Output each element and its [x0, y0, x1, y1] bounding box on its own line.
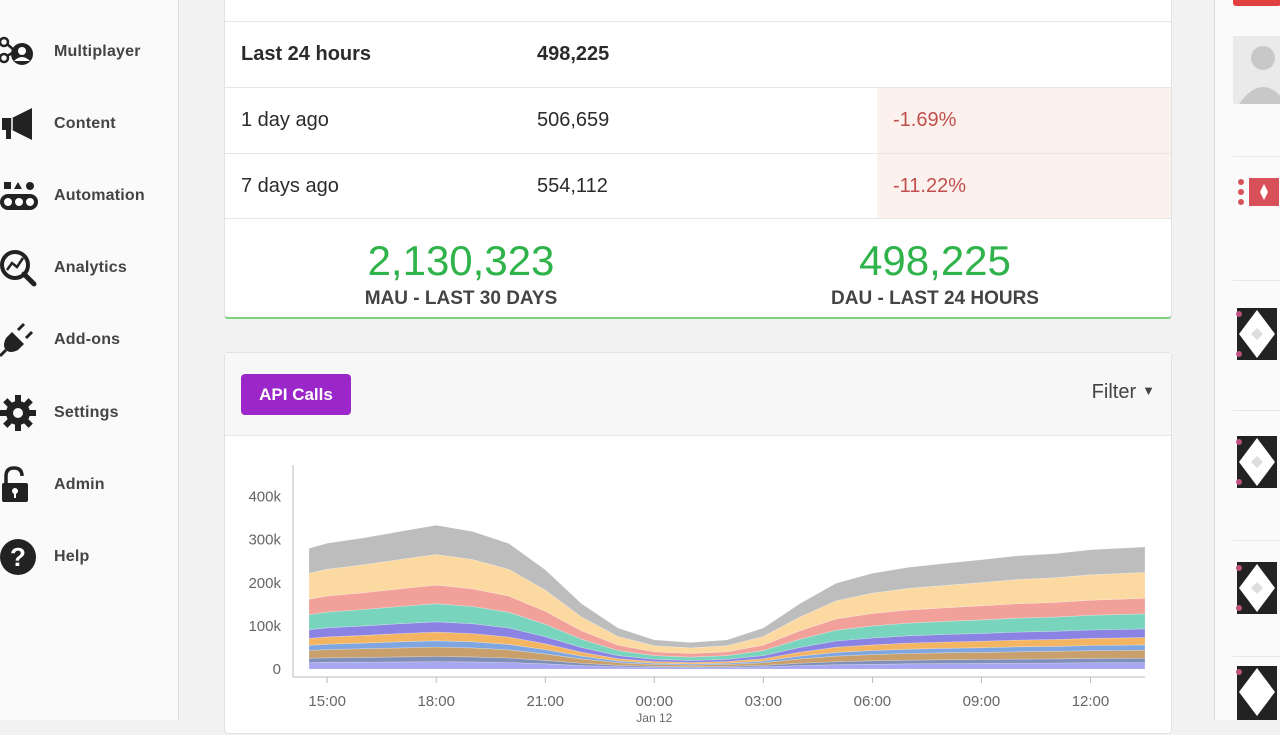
sidebar-item-help[interactable]: ? Help [0, 529, 178, 585]
sidebar-item-admin[interactable]: Admin [0, 457, 178, 513]
row-label: 1 day ago [241, 109, 329, 131]
y-tick-label: 300k [248, 532, 281, 549]
table-row: 7 days ago 554,112 -11.22% [225, 153, 1171, 219]
sidebar-item-label: Analytics [54, 259, 127, 276]
megaphone-icon [0, 102, 40, 146]
sidebar-item-label: Multiplayer [54, 43, 141, 60]
caret-down-icon: ▼ [1142, 383, 1155, 398]
x-tick-label: 03:00 [745, 693, 783, 710]
avatar[interactable] [1233, 24, 1280, 157]
row-delta: -11.22% [893, 175, 967, 197]
automation-icon [0, 174, 40, 218]
y-tick-label: 200k [248, 575, 281, 592]
sidebar-item-multiplayer[interactable]: Multiplayer [0, 24, 178, 80]
row-label: Last 24 hours [241, 43, 372, 65]
lock-icon [0, 463, 40, 507]
sidebar-item-analytics[interactable]: Analytics [0, 240, 178, 296]
row-value: 554,112 [537, 175, 608, 197]
row-delta: -1.69% [893, 109, 957, 131]
sidebar-item-label: Help [54, 548, 90, 565]
x-tick-label: 00:00 [636, 693, 674, 710]
row-delta-cell: -1.69% [877, 88, 1171, 153]
game-thumbnail[interactable] [1233, 660, 1280, 720]
x-tick-label: 06:00 [854, 693, 892, 710]
row-label: 7 days ago [241, 175, 339, 197]
sidebar-item-label: Automation [54, 187, 145, 204]
sidebar-item-content[interactable]: Content [0, 96, 178, 152]
game-thumbnail[interactable] [1233, 300, 1280, 411]
row-value: 506,659 [537, 109, 610, 131]
dau-caption: DAU - LAST 24 HOURS [831, 288, 1039, 309]
x-tick-label: 21:00 [526, 693, 564, 710]
mau-caption: MAU - LAST 30 DAYS [364, 288, 558, 309]
api-calls-chart: 0 100k 200k 300k 400k 15:00 18:00 21:00 00:00 03:… [248, 465, 1146, 725]
sidebar-item-label: Settings [54, 404, 119, 421]
multiplayer-icon [0, 30, 40, 74]
svg-text:?: ? [10, 542, 26, 572]
game-thumbnail[interactable] [1233, 170, 1280, 281]
chart-series-area-10 [308, 524, 1146, 649]
main-content: Last 24 hours 498,225 1 day ago 506,659 … [178, 0, 1214, 734]
table-row: 1 day ago 506,659 -1.69% [225, 87, 1171, 153]
right-panel [1214, 0, 1280, 720]
active-users-card: Last 24 hours 498,225 1 day ago 506,659 … [224, 0, 1172, 319]
sidebar: Multiplayer Content Automation Analytics… [0, 0, 179, 720]
help-icon: ? [0, 535, 40, 579]
y-tick-label: 400k [248, 489, 281, 506]
card-header: API Calls Filter ▼ [225, 353, 1171, 436]
sidebar-item-label: Add-ons [54, 331, 121, 348]
filter-label: Filter [1091, 381, 1137, 403]
api-calls-badge: API Calls [241, 374, 351, 415]
x-tick-label: 18:00 [417, 693, 455, 710]
x-tick-label: 12:00 [1072, 693, 1110, 710]
sidebar-item-settings[interactable]: Settings [0, 385, 178, 441]
y-tick-label: 0 [273, 661, 281, 678]
sidebar-item-automation[interactable]: Automation [0, 168, 178, 224]
y-tick-label: 100k [248, 618, 281, 635]
sidebar-item-label: Admin [54, 476, 105, 493]
x-tick-label: 09:00 [963, 693, 1001, 710]
x-date-label: Jan 12 [636, 711, 672, 725]
analytics-icon [0, 246, 40, 290]
sidebar-item-label: Content [54, 115, 116, 132]
table-row: Last 24 hours 498,225 [225, 21, 1171, 87]
sidebar-item-add-ons[interactable]: Add-ons [0, 312, 178, 368]
filter-dropdown[interactable]: Filter ▼ [1092, 381, 1155, 404]
row-value: 498,225 [537, 43, 610, 65]
dau-value: 498,225 [859, 237, 1011, 284]
game-thumbnail[interactable] [1233, 556, 1280, 657]
api-calls-card: API Calls Filter ▼ 0 100k 200k 300k 400k 15:00… [224, 352, 1172, 734]
gear-icon [0, 391, 40, 435]
row-delta-cell: -11.22% [877, 154, 1171, 219]
notification-indicator [1233, 0, 1280, 6]
x-tick-label: 15:00 [308, 693, 346, 710]
game-thumbnail[interactable] [1233, 430, 1280, 541]
mau-value: 2,130,323 [367, 237, 555, 284]
plug-icon [0, 318, 40, 362]
